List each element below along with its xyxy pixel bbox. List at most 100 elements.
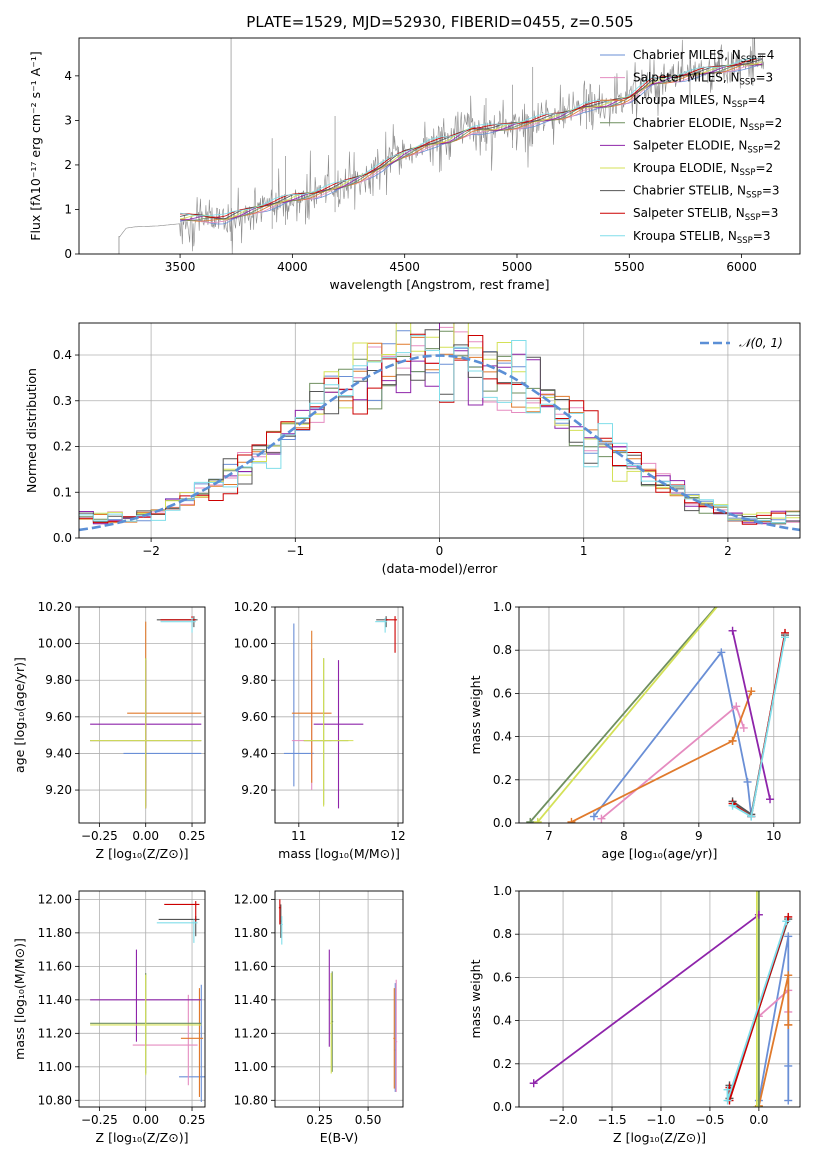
y-axis-label: age [log₁₀(age/yr)] (12, 657, 27, 773)
errorbar-salpeter-miles (395, 979, 398, 1092)
x-tick-label: −1.0 (646, 1113, 675, 1127)
x-tick-label: 9 (695, 829, 703, 843)
panel-weight_vs_age: 7 8 9 10 0.0 0.2 0.4 0.6 0.8 1.0 age [log₁₀(age/yr… (468, 600, 801, 861)
panel-age_vs_Z: −0.25 0.00 0.25 9.20 9.40 9.60 9.80 10.00 10.20 Z… (12, 600, 206, 861)
y-tick-label: 0.4 (53, 348, 72, 362)
y-tick-label: 0.4 (493, 1014, 512, 1028)
y-tick-label: 11.40 (234, 993, 268, 1007)
legend-label-chabrier-elodie: Chabrier ELODIE, NSSP=2 (633, 116, 782, 133)
errorbar-salpeter-stelib (164, 901, 200, 922)
x-tick-label: 6000 (726, 260, 757, 274)
axes-frame (78, 606, 206, 824)
y-axis-label: mass [log₁₀(M/M⊙)] (12, 938, 27, 1060)
series-salpeter-miles (597, 702, 748, 823)
y-tick-label: 0.1 (53, 485, 72, 499)
y-tick-label: 11.60 (38, 959, 72, 973)
y-tick-label: 11.80 (234, 926, 268, 940)
x-tick-label: −0.5 (695, 1113, 724, 1127)
legend-label-kroupa-miles: Kroupa MILES, NSSP=4 (633, 93, 765, 110)
legend-subscript: SSP (741, 55, 757, 65)
legend-label-salpeter-miles: Salpeter MILES, NSSP=3 (633, 71, 773, 88)
errorbar-kroupa-miles (180, 988, 204, 1097)
x-tick-label: 3500 (165, 260, 196, 274)
errorbar-kroupa-miles (127, 621, 202, 783)
x-tick-label: 0.25 (179, 1113, 206, 1127)
y-tick-label: 0.3 (53, 394, 72, 408)
x-tick-label: −0.25 (81, 829, 118, 843)
series-salpeter-elodie (728, 626, 775, 804)
legend-suffix: =4 (757, 48, 775, 62)
legend-suffix: =2 (755, 161, 773, 175)
y-tick-label: 12.00 (234, 892, 268, 906)
figure-title: PLATE=1529, MJD=52930, FIBERID=0455, z=0… (246, 13, 633, 31)
errorbar-kroupa-elodie (90, 974, 202, 1076)
legend-subscript: SSP (747, 145, 763, 155)
x-axis-label: E(B-V) (320, 1130, 359, 1145)
y-tick-label: 0 (64, 247, 72, 261)
legend-suffix: =3 (753, 229, 771, 243)
legend-label-normal: 𝒩(0, 1) (739, 336, 783, 350)
legend-suffix: =2 (765, 116, 783, 130)
legend-subscript: SSP (745, 213, 761, 223)
x-tick-label: 0.25 (306, 1113, 333, 1127)
axes-frame (518, 606, 801, 824)
y-tick-label: 0.8 (493, 927, 512, 941)
legend-subscript: SSP (732, 100, 748, 110)
x-tick-label: 5000 (502, 260, 533, 274)
panels: 3500 4000 4500 5000 5500 600001234wavelength … (12, 37, 801, 1145)
y-axis-label: mass weight (468, 959, 483, 1038)
plot-area (118, 38, 765, 254)
y-tick-label: 0.2 (493, 1057, 512, 1071)
legend-subscript: SSP (737, 236, 753, 246)
y-tick-label: 9.60 (45, 710, 72, 724)
plot-area (283, 616, 398, 809)
axes-frame (78, 37, 801, 255)
x-axis-label: (data-model)/error (382, 561, 499, 576)
y-tick-label: 1.0 (493, 600, 512, 614)
y-tick-label: 10.20 (234, 600, 268, 614)
series-line (731, 630, 771, 800)
y-tick-label: 11.00 (234, 1060, 268, 1074)
errorbar-chabrier-miles (283, 623, 314, 787)
y-tick-label: 9.80 (45, 673, 72, 687)
errorbar-kroupa-elodie (90, 658, 202, 809)
series-kroupa-elodie (752, 891, 761, 1107)
x-tick-label: 0.00 (132, 829, 159, 843)
x-tick-label: 11 (291, 829, 306, 843)
y-tick-label: 4 (64, 69, 72, 83)
y-tick-label: 11.60 (234, 959, 268, 973)
series-kroupa-stelib (723, 917, 791, 1105)
y-tick-label: 11.40 (38, 993, 72, 1007)
plot-area (529, 891, 793, 1107)
axes-frame (518, 890, 801, 1108)
y-tick-label: 11.20 (234, 1026, 268, 1040)
x-axis-label: Z [log₁₀(Z/Z⊙)] (96, 1130, 189, 1145)
errorbar-chabrier-miles (179, 984, 205, 1102)
y-tick-label: 0.2 (493, 773, 512, 787)
x-tick-label: 0 (436, 544, 444, 558)
panel-age_vs_mass: 11 12 9.20 9.40 9.60 9.80 10.00 10.20 mass [log₁… (234, 600, 406, 861)
errorbar-salpeter-stelib (278, 899, 281, 925)
series-line (533, 914, 760, 1084)
x-tick-label: 2 (724, 544, 732, 558)
errorbar-kroupa-elodie (330, 973, 333, 1074)
legend-label-chabrier-miles: Chabrier MILES, NSSP=4 (633, 48, 774, 65)
plot-area (526, 607, 790, 823)
y-tick-label: 9.80 (241, 673, 268, 687)
y-tick-label: 0.2 (53, 440, 72, 454)
series-kroupa-elodie (533, 607, 718, 823)
x-tick-label: 7 (545, 829, 553, 843)
x-axis-label: Z [log₁₀(Z/Z⊙)] (96, 846, 189, 861)
y-tick-label: 11.80 (38, 926, 72, 940)
legend-label-kroupa-stelib: Kroupa STELIB, NSSP=3 (633, 229, 771, 246)
y-tick-label: 9.20 (45, 783, 72, 797)
y-tick-label: 0.0 (53, 531, 72, 545)
series-line (537, 607, 718, 823)
series-chabrier-miles (589, 648, 756, 821)
legend-label-salpeter-stelib: Salpeter STELIB, NSSP=3 (633, 206, 778, 223)
y-tick-label: 10.80 (234, 1093, 268, 1107)
observed-spectrum (118, 38, 765, 254)
y-tick-label: 9.20 (241, 783, 268, 797)
x-tick-label: −1.5 (597, 1113, 626, 1127)
